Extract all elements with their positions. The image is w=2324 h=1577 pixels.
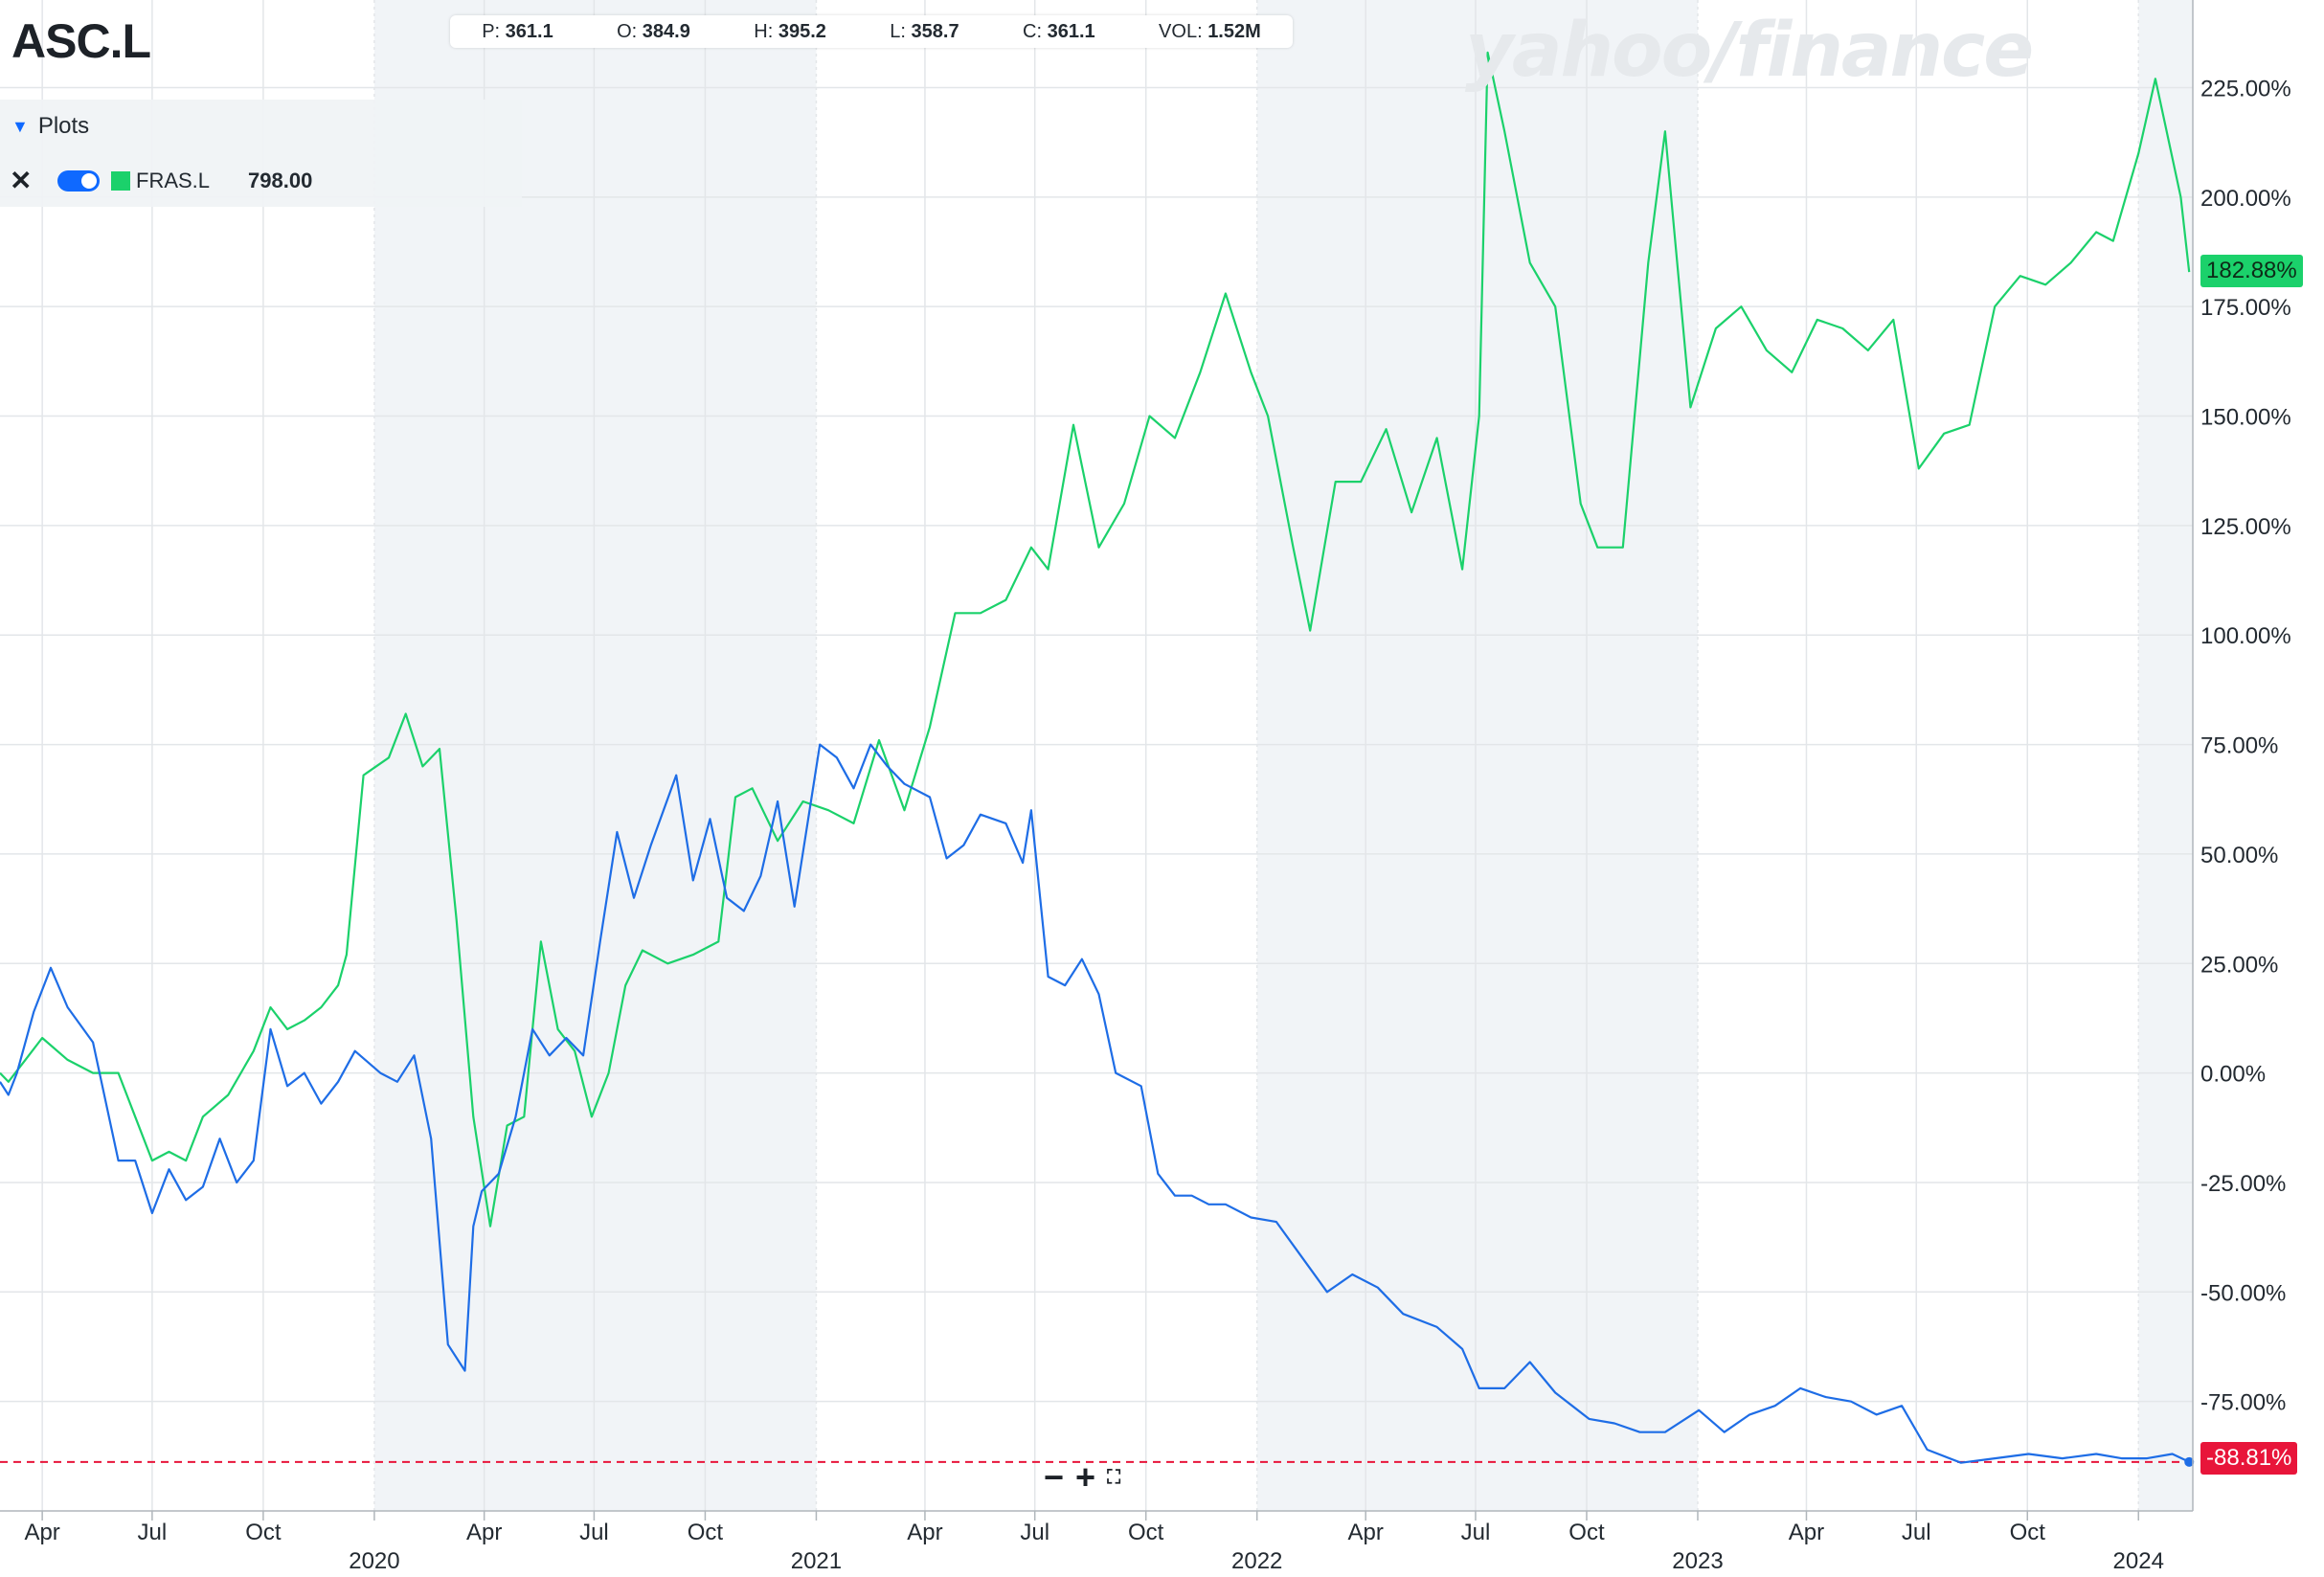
plots-toggle[interactable]: ▼ Plots bbox=[11, 113, 89, 140]
y-tick-label: -75.00% bbox=[2200, 1390, 2286, 1416]
x-tick-label: Oct bbox=[1568, 1520, 1605, 1545]
x-tick-label: 2022 bbox=[1231, 1548, 1282, 1574]
y-tick-label: 75.00% bbox=[2200, 733, 2278, 759]
ohlc-value: 361.1 bbox=[1047, 20, 1095, 42]
comparison-symbol: FRAS.L bbox=[136, 168, 211, 192]
ohlc-value: 358.7 bbox=[911, 20, 959, 42]
yahoo-finance-watermark: yahoo/finance bbox=[1465, 8, 2034, 94]
ohlc-item: C: 361.1 bbox=[1023, 21, 1095, 43]
ohlc-label: C: bbox=[1023, 20, 1048, 42]
x-tick-label: Apr bbox=[24, 1520, 59, 1545]
ohlc-label: VOL: bbox=[1159, 20, 1208, 42]
x-tick-label: Jul bbox=[138, 1520, 168, 1545]
y-tick-label: -50.00% bbox=[2200, 1280, 2286, 1306]
x-tick-label: 2021 bbox=[791, 1548, 842, 1574]
x-tick-label: 2020 bbox=[349, 1548, 399, 1574]
zoom-out-button[interactable]: − bbox=[1044, 1457, 1065, 1497]
ohlc-value: 361.1 bbox=[505, 20, 553, 42]
close-icon[interactable]: ✕ bbox=[10, 166, 33, 195]
zoom-in-button[interactable]: + bbox=[1075, 1457, 1096, 1497]
asc-end-point bbox=[2184, 1456, 2195, 1467]
series-lines bbox=[0, 51, 2195, 1467]
ohlc-item: VOL: 1.52M bbox=[1159, 21, 1261, 43]
year-shade-band bbox=[373, 0, 817, 1511]
ohlc-value: 1.52M bbox=[1207, 20, 1261, 42]
comparison-row: ✕ FRAS.L 798.00 bbox=[10, 165, 312, 196]
x-tick-label: Jul bbox=[1020, 1520, 1049, 1545]
y-tick-label: 25.00% bbox=[2200, 952, 2278, 978]
ohlc-bar: P: 361.1 O: 384.9 H: 395.2 L: 358.7 C: 361.1… bbox=[450, 15, 1293, 48]
grid-lines bbox=[0, 0, 2193, 1511]
ohlc-value: 395.2 bbox=[778, 20, 826, 42]
x-tick-label: Oct bbox=[2010, 1520, 2046, 1545]
y-tick-label: 200.00% bbox=[2200, 186, 2291, 212]
asc-series-line bbox=[0, 743, 2190, 1464]
ohlc-item: H: 395.2 bbox=[754, 21, 826, 43]
ohlc-label: O: bbox=[617, 20, 643, 42]
y-tick-label: 175.00% bbox=[2200, 295, 2291, 321]
year-shading bbox=[373, 0, 2193, 1511]
y-tick-label: 125.00% bbox=[2200, 514, 2291, 540]
ohlc-value: 384.9 bbox=[642, 20, 690, 42]
zoom-controls: − + ⛶ bbox=[1044, 1457, 1120, 1498]
x-tick-label: Jul bbox=[579, 1520, 609, 1545]
caret-down-icon: ▼ bbox=[11, 116, 29, 136]
x-tick-label: Oct bbox=[245, 1520, 282, 1545]
y-tick-label: 0.00% bbox=[2200, 1062, 2266, 1088]
year-shade-band bbox=[1256, 0, 1698, 1511]
asc-current-badge: -88.81% bbox=[2200, 1442, 2298, 1475]
x-tick-label: Apr bbox=[466, 1520, 502, 1545]
y-tick-label: 50.00% bbox=[2200, 843, 2278, 868]
y-tick-label: 100.00% bbox=[2200, 623, 2291, 649]
color-swatch[interactable] bbox=[111, 170, 130, 191]
toggle-icon[interactable] bbox=[57, 169, 100, 191]
x-tick-label: 2023 bbox=[1672, 1548, 1723, 1574]
y-tick-label: 150.00% bbox=[2200, 405, 2291, 431]
year-shade-band bbox=[2138, 0, 2193, 1511]
fras-current-badge: 182.88% bbox=[2200, 255, 2303, 287]
x-tick-label: Oct bbox=[688, 1520, 724, 1545]
fras-series-line bbox=[0, 51, 2191, 1228]
x-tick-label: Jul bbox=[1461, 1520, 1491, 1545]
comparison-value: 798.00 bbox=[248, 168, 313, 192]
x-tick-label: Apr bbox=[1348, 1520, 1384, 1545]
plots-title: Plots bbox=[37, 113, 90, 139]
ohlc-item: L: 358.7 bbox=[890, 21, 959, 43]
x-tick-label: 2024 bbox=[2113, 1548, 2164, 1574]
ticker-symbol: ASC.L bbox=[11, 14, 151, 68]
y-tick-label: -25.00% bbox=[2200, 1171, 2286, 1197]
y-tick-label: 225.00% bbox=[2200, 76, 2291, 101]
ohlc-item: P: 361.1 bbox=[482, 21, 553, 43]
ohlc-label: L: bbox=[890, 20, 912, 42]
ohlc-label: P: bbox=[482, 20, 506, 42]
reset-zoom-icon[interactable]: ⛶ bbox=[1107, 1466, 1121, 1488]
ohlc-label: H: bbox=[754, 20, 778, 42]
plots-panel: ▼ Plots ✕ FRAS.L 798.00 bbox=[0, 100, 522, 207]
ohlc-item: O: 384.9 bbox=[617, 21, 690, 43]
x-tick-label: Apr bbox=[1789, 1520, 1824, 1545]
x-tick-label: Jul bbox=[1902, 1520, 1931, 1545]
x-tick-label: Oct bbox=[1128, 1520, 1164, 1545]
x-tick-label: Apr bbox=[907, 1520, 942, 1545]
